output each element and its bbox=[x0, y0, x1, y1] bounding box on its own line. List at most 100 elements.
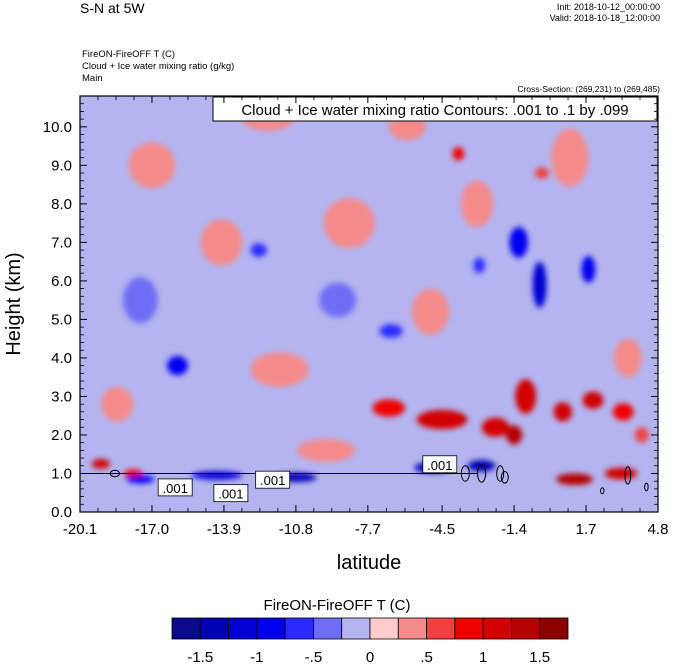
anomaly-cold-17 bbox=[250, 243, 267, 257]
colorbar-box-9 bbox=[426, 617, 456, 640]
colorbar-box-8 bbox=[397, 617, 427, 640]
x-tick-label-0: -20.1 bbox=[63, 521, 97, 538]
contour-line-8 bbox=[624, 466, 632, 485]
anomaly-cold-40 bbox=[467, 460, 496, 472]
colorbar-box-4 bbox=[284, 617, 314, 640]
y-axis: 0.0 1.0 2.0 3.0 4.0 5.0 6.0 7.0 8.0 9.0 10.0 bbox=[43, 95, 658, 521]
colorbar-label-3: 0 bbox=[366, 649, 374, 666]
contour-legend-text: Cloud + Ice water mixing ratio Contours:… bbox=[241, 102, 628, 119]
contour-label-1: .001 bbox=[218, 487, 243, 502]
y-tick-label-5: 5.0 bbox=[51, 311, 72, 328]
colorbar-box-5 bbox=[313, 617, 343, 640]
field-label-domain: Main bbox=[82, 73, 103, 84]
cross-section-info: Cross-Section: (269,231) to (269,485) bbox=[517, 84, 660, 94]
anomaly-warm-15 bbox=[534, 167, 549, 179]
x-axis-label: latitude bbox=[337, 552, 402, 574]
anomaly-cold-21 bbox=[581, 255, 596, 283]
valid-time: Valid: 2018-10-18_12:00:00 bbox=[549, 13, 660, 23]
anomaly-warm-29 bbox=[604, 467, 638, 480]
contour-label-0: .001 bbox=[163, 481, 188, 496]
colorbar-label-4: .5 bbox=[420, 649, 433, 666]
colorbar-title: FireON-FireOFF T (C) bbox=[263, 597, 411, 614]
contour-label-2: .001 bbox=[260, 473, 285, 488]
anomaly-warm-35 bbox=[553, 402, 573, 422]
anomaly-warm-38 bbox=[555, 473, 594, 486]
anomaly-warm-16 bbox=[634, 427, 649, 443]
anomaly-warm-34 bbox=[416, 409, 468, 430]
contour-line-3 bbox=[109, 469, 120, 478]
contour-line-4 bbox=[477, 464, 487, 483]
temperature-field bbox=[91, 107, 649, 486]
contour-legend-box bbox=[212, 96, 658, 122]
x-tick-label-1: -17.0 bbox=[135, 521, 169, 538]
contour-labels: .001 .001 .001 .001 bbox=[157, 455, 458, 503]
anomaly-warm-9 bbox=[613, 338, 642, 378]
anomaly-cold-20 bbox=[509, 226, 529, 258]
contour-label-box-1 bbox=[213, 484, 249, 503]
anomaly-warm-3 bbox=[411, 288, 450, 335]
colorbar-label-6: 1.5 bbox=[529, 649, 550, 666]
y-tick-label-8: 8.0 bbox=[51, 196, 72, 213]
colorbar-box-3 bbox=[256, 617, 286, 640]
colorbar-box-1 bbox=[199, 617, 229, 640]
colorbar-label-1: -1 bbox=[250, 649, 263, 666]
anomaly-warm-5 bbox=[100, 386, 134, 422]
y-tick-label-1: 1.0 bbox=[51, 465, 72, 482]
anomaly-cold-12 bbox=[122, 277, 158, 324]
anomaly-warm-4 bbox=[200, 219, 243, 266]
anomaly-cold-32 bbox=[532, 261, 547, 308]
y-tick-label-6: 6.0 bbox=[51, 273, 72, 290]
y-tick-label-2: 2.0 bbox=[51, 427, 72, 444]
x-tick-label-8: 4.8 bbox=[648, 521, 669, 538]
anomaly-warm-1 bbox=[323, 198, 375, 249]
y-tick-label-4: 4.0 bbox=[51, 350, 72, 367]
field-label-contour: Cloud + Ice water mixing ratio (g/kg) bbox=[82, 61, 235, 72]
contour-line-7 bbox=[500, 471, 509, 484]
anomaly-cold-26 bbox=[126, 475, 155, 484]
anomaly-warm-22 bbox=[452, 147, 465, 161]
plot-title: S-N at 5W bbox=[80, 0, 145, 16]
field-label-shaded: FireON-FireOFF T (C) bbox=[82, 49, 176, 60]
anomaly-warm-27 bbox=[481, 417, 510, 437]
anomaly-cold-13 bbox=[319, 282, 357, 318]
anomaly-cold-14 bbox=[379, 324, 403, 338]
colorbar-box-7 bbox=[369, 617, 399, 640]
anomaly-warm-6 bbox=[297, 438, 356, 462]
colorbar: -1.5 -1 -.5 0 .5 1 1.5 bbox=[171, 617, 569, 666]
anomaly-cold-18 bbox=[473, 257, 486, 274]
x-tick-label-6: -1.4 bbox=[501, 521, 527, 538]
x-tick-label-4: -7.7 bbox=[355, 521, 381, 538]
y-axis-label: Height (km) bbox=[3, 252, 25, 355]
x-tick-label-2: -13.9 bbox=[207, 521, 241, 538]
anomaly-warm-8 bbox=[460, 180, 494, 227]
contour-line-9 bbox=[644, 482, 649, 492]
colorbar-box-6 bbox=[341, 617, 371, 640]
anomaly-warm-28 bbox=[582, 391, 604, 409]
init-time: Init: 2018-10-12_00:00:00 bbox=[556, 2, 660, 12]
anomaly-warm-24 bbox=[612, 403, 634, 421]
colorbar-box-12 bbox=[511, 617, 541, 640]
x-axis: -20.1 -17.0 -13.9 -10.8 -7.7 -4.5 -1.4 1.7 4.8 bbox=[63, 96, 669, 538]
contour-label-3: .001 bbox=[427, 458, 452, 473]
anomaly-cold-33 bbox=[191, 471, 243, 480]
colorbar-box-10 bbox=[454, 617, 484, 640]
anomaly-warm-19 bbox=[372, 399, 405, 417]
anomaly-warm-31 bbox=[91, 459, 111, 469]
anomaly-warm-0 bbox=[250, 352, 309, 387]
anomaly-warm-36 bbox=[505, 425, 523, 445]
colorbar-box-2 bbox=[228, 617, 258, 640]
contour-line-6 bbox=[496, 465, 505, 482]
x-tick-label-3: -10.8 bbox=[279, 521, 313, 538]
anomaly-warm-30 bbox=[515, 379, 537, 414]
x-tick-label-5: -4.5 bbox=[429, 521, 455, 538]
anomaly-cold-23 bbox=[167, 356, 188, 376]
colorbar-label-0: -1.5 bbox=[187, 649, 213, 666]
contour-line-10 bbox=[600, 487, 605, 495]
contour-label-box-2 bbox=[255, 470, 291, 489]
y-tick-label-0: 0.0 bbox=[51, 504, 72, 521]
colorbar-label-2: -.5 bbox=[305, 649, 323, 666]
contour-line-5 bbox=[460, 465, 470, 482]
anomaly-warm-2 bbox=[128, 142, 176, 189]
contour-label-box-0 bbox=[157, 478, 193, 497]
